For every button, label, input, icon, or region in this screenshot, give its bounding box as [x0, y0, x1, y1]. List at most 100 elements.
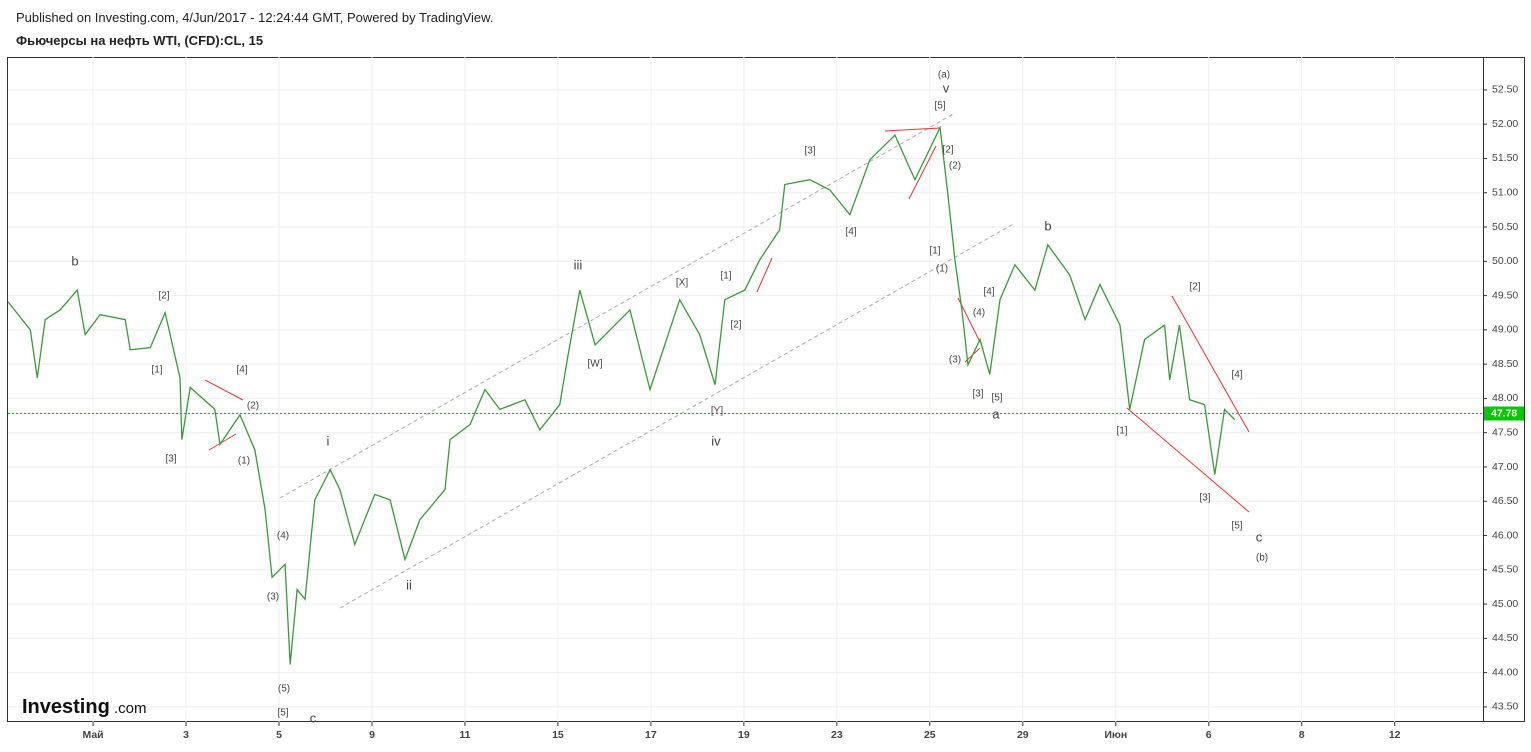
x-tick-label: 11	[459, 729, 470, 741]
wave-label: [2]	[942, 145, 953, 156]
instrument-title: Фьючерсы на нефть WTI, (CFD):CL, 15	[16, 33, 263, 48]
wave-label: iii	[574, 257, 583, 272]
wave-label: [2]	[730, 320, 741, 331]
last-price-label: 47.78	[1491, 407, 1517, 419]
published-line: Published on Investing.com, 4/Jun/2017 -…	[16, 10, 493, 25]
wedge-line	[208, 433, 237, 451]
wave-label: [4]	[983, 287, 994, 298]
wedge-line	[884, 127, 941, 132]
wave-label: b	[1044, 218, 1051, 233]
wave-label: (3)	[949, 355, 961, 366]
wave-label: [3]	[165, 454, 176, 465]
x-tick-label: 15	[552, 729, 564, 741]
x-tick-label: 19	[738, 729, 750, 741]
wave-label: [X]	[676, 278, 688, 289]
wave-label: [1]	[151, 365, 162, 376]
x-tick-label: 6	[1206, 729, 1212, 741]
y-tick-label: 44.00	[1492, 666, 1518, 678]
y-tick-label: 50.00	[1492, 255, 1518, 267]
x-tick-label: Май	[82, 729, 103, 741]
y-tick-label: 52.00	[1492, 118, 1518, 130]
wave-label: i	[327, 433, 330, 448]
wedge-line	[204, 379, 244, 401]
wave-label: [1]	[929, 246, 940, 257]
wave-label: b	[71, 253, 78, 268]
wave-label: (b)	[1256, 553, 1268, 564]
y-tick-label: 48.00	[1492, 392, 1518, 404]
wave-label: [5]	[934, 101, 945, 112]
x-tick-label: 9	[369, 729, 375, 741]
y-tick-label: 51.50	[1492, 152, 1518, 164]
grid	[8, 57, 1483, 722]
wave-label: [4]	[845, 227, 856, 238]
y-tick-label: 51.00	[1492, 187, 1518, 199]
wave-label: (2)	[247, 401, 259, 412]
y-tick-label: 47.00	[1492, 461, 1518, 473]
channel-lower	[339, 222, 1016, 609]
y-tick-label: 49.00	[1492, 324, 1518, 336]
x-tick-label: 5	[276, 729, 282, 741]
wave-label: [1]	[1116, 426, 1127, 437]
y-tick-label: 50.50	[1492, 221, 1518, 233]
logo-brand: Investing	[22, 696, 110, 718]
wave-label: [3]	[804, 146, 815, 157]
wedge-line	[1171, 295, 1250, 433]
wave-label: (2)	[949, 161, 961, 172]
price-line	[7, 125, 1236, 665]
wave-label: (4)	[973, 308, 985, 319]
wave-label: [2]	[1189, 282, 1200, 293]
y-tick-label: 44.50	[1492, 632, 1518, 644]
x-tick-label: 29	[1017, 729, 1029, 741]
y-tick-label: 45.00	[1492, 598, 1518, 610]
y-tick-label: 45.50	[1492, 564, 1518, 576]
wave-label: [1]	[720, 271, 731, 282]
x-tick-label: 17	[645, 729, 657, 741]
wave-label: ii	[406, 577, 412, 592]
wave-label: (5)	[278, 684, 290, 695]
last-price-badge	[1484, 406, 1524, 421]
y-tick-label: 46.00	[1492, 529, 1518, 541]
wedge-line	[1126, 407, 1250, 513]
y-tick-label: 43.50	[1492, 701, 1518, 713]
y-tick-label: 48.50	[1492, 358, 1518, 370]
wave-label: (3)	[267, 592, 279, 603]
x-tick-label: 12	[1389, 729, 1401, 741]
wave-label: iv	[711, 433, 721, 448]
wave-label: [4]	[236, 365, 247, 376]
wave-label: c	[1256, 529, 1263, 544]
x-tick-label: 23	[831, 729, 843, 741]
wave-label: [5]	[277, 708, 288, 719]
wave-label: c	[310, 710, 317, 725]
y-tick-label: 49.50	[1492, 289, 1518, 301]
wedge-line	[756, 257, 773, 293]
wave-label: a	[992, 406, 1000, 421]
y-tick-label: 47.50	[1492, 426, 1518, 438]
x-tick-label: 25	[924, 729, 936, 741]
wave-label: [3]	[972, 389, 983, 400]
wave-label: [4]	[1231, 370, 1242, 381]
wave-label: (1)	[936, 264, 948, 275]
x-tick-label: 3	[183, 729, 189, 741]
x-tick-label: 8	[1299, 729, 1305, 741]
y-tick-label: 46.50	[1492, 495, 1518, 507]
wave-label: [5]	[1231, 521, 1242, 532]
wave-label: (1)	[238, 456, 250, 467]
wave-label: [5]	[991, 393, 1002, 404]
wave-label: (4)	[277, 531, 289, 542]
wave-label: [Y]	[711, 406, 723, 417]
wave-label: v	[943, 80, 950, 95]
wave-label: (a)	[938, 70, 950, 81]
wave-label: [2]	[158, 291, 169, 302]
trend-lines	[204, 112, 1250, 609]
wave-label: [W]	[588, 359, 603, 370]
plot	[7, 125, 1483, 665]
wedge-line	[908, 145, 937, 200]
y-tick-label: 52.50	[1492, 84, 1518, 96]
chart-frame	[7, 57, 1525, 722]
channel-upper	[279, 112, 956, 499]
logo-suffix: .com	[114, 700, 147, 717]
x-tick-label: Июн	[1104, 729, 1127, 741]
wave-label: [3]	[1199, 493, 1210, 504]
